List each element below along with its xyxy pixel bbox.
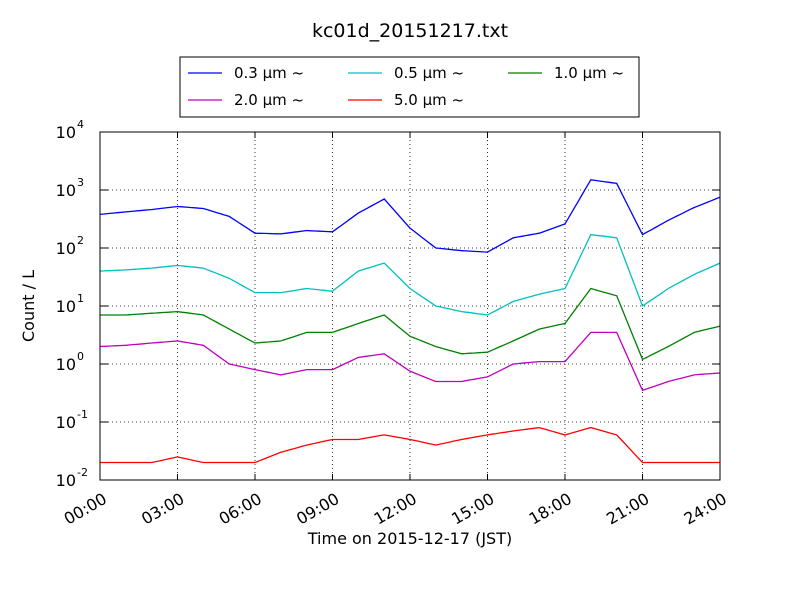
legend: 0.3 μm ~ 0.5 μm ~ 1.0 μm ~ 2.0 μm ~ 5.0 μm ~ xyxy=(179,56,640,118)
y-tick-label: 10 xyxy=(56,471,76,490)
series-line xyxy=(99,233,721,316)
series-line xyxy=(100,426,720,464)
y-tick-exponent: 0 xyxy=(77,350,84,363)
y-tick-label: 10 xyxy=(56,239,76,258)
series-group xyxy=(99,179,721,253)
legend-label: 0.5 μm ~ xyxy=(394,64,464,82)
legend-label: 1.0 μm ~ xyxy=(554,64,624,82)
y-tick-exponent: 1 xyxy=(77,292,84,305)
y-tick-label: 10 xyxy=(56,181,76,200)
series-group xyxy=(99,233,721,316)
y-tick-exponent: -2 xyxy=(77,466,88,479)
ticks xyxy=(99,131,721,481)
y-tick-exponent: -1 xyxy=(77,408,88,421)
series-line xyxy=(99,179,721,253)
series-group xyxy=(99,331,721,392)
series-group xyxy=(100,287,721,361)
legend-label: 2.0 μm ~ xyxy=(234,91,304,109)
legend-box xyxy=(179,56,640,118)
legend-label: 0.3 μm ~ xyxy=(234,64,304,82)
x-axis-label: Time on 2015-12-17 (JST) xyxy=(307,529,512,548)
y-tick-exponent: 4 xyxy=(77,118,84,131)
y-tick-label: 10 xyxy=(56,413,76,432)
y-tick-label: 10 xyxy=(56,355,76,374)
chart-title: kc01d_20151217.txt xyxy=(312,20,508,42)
series-line xyxy=(100,287,721,361)
y-tick-exponent: 2 xyxy=(77,234,84,247)
y-tick-label: 10 xyxy=(56,123,76,142)
series-line xyxy=(99,331,721,392)
y-tick-label: 10 xyxy=(56,297,76,316)
legend-label: 5.0 μm ~ xyxy=(394,91,464,109)
grid xyxy=(100,132,720,480)
series-group xyxy=(100,426,720,464)
series-layer xyxy=(99,179,721,464)
y-tick-exponent: 3 xyxy=(77,176,84,189)
y-axis-label: Count / L xyxy=(19,270,38,342)
